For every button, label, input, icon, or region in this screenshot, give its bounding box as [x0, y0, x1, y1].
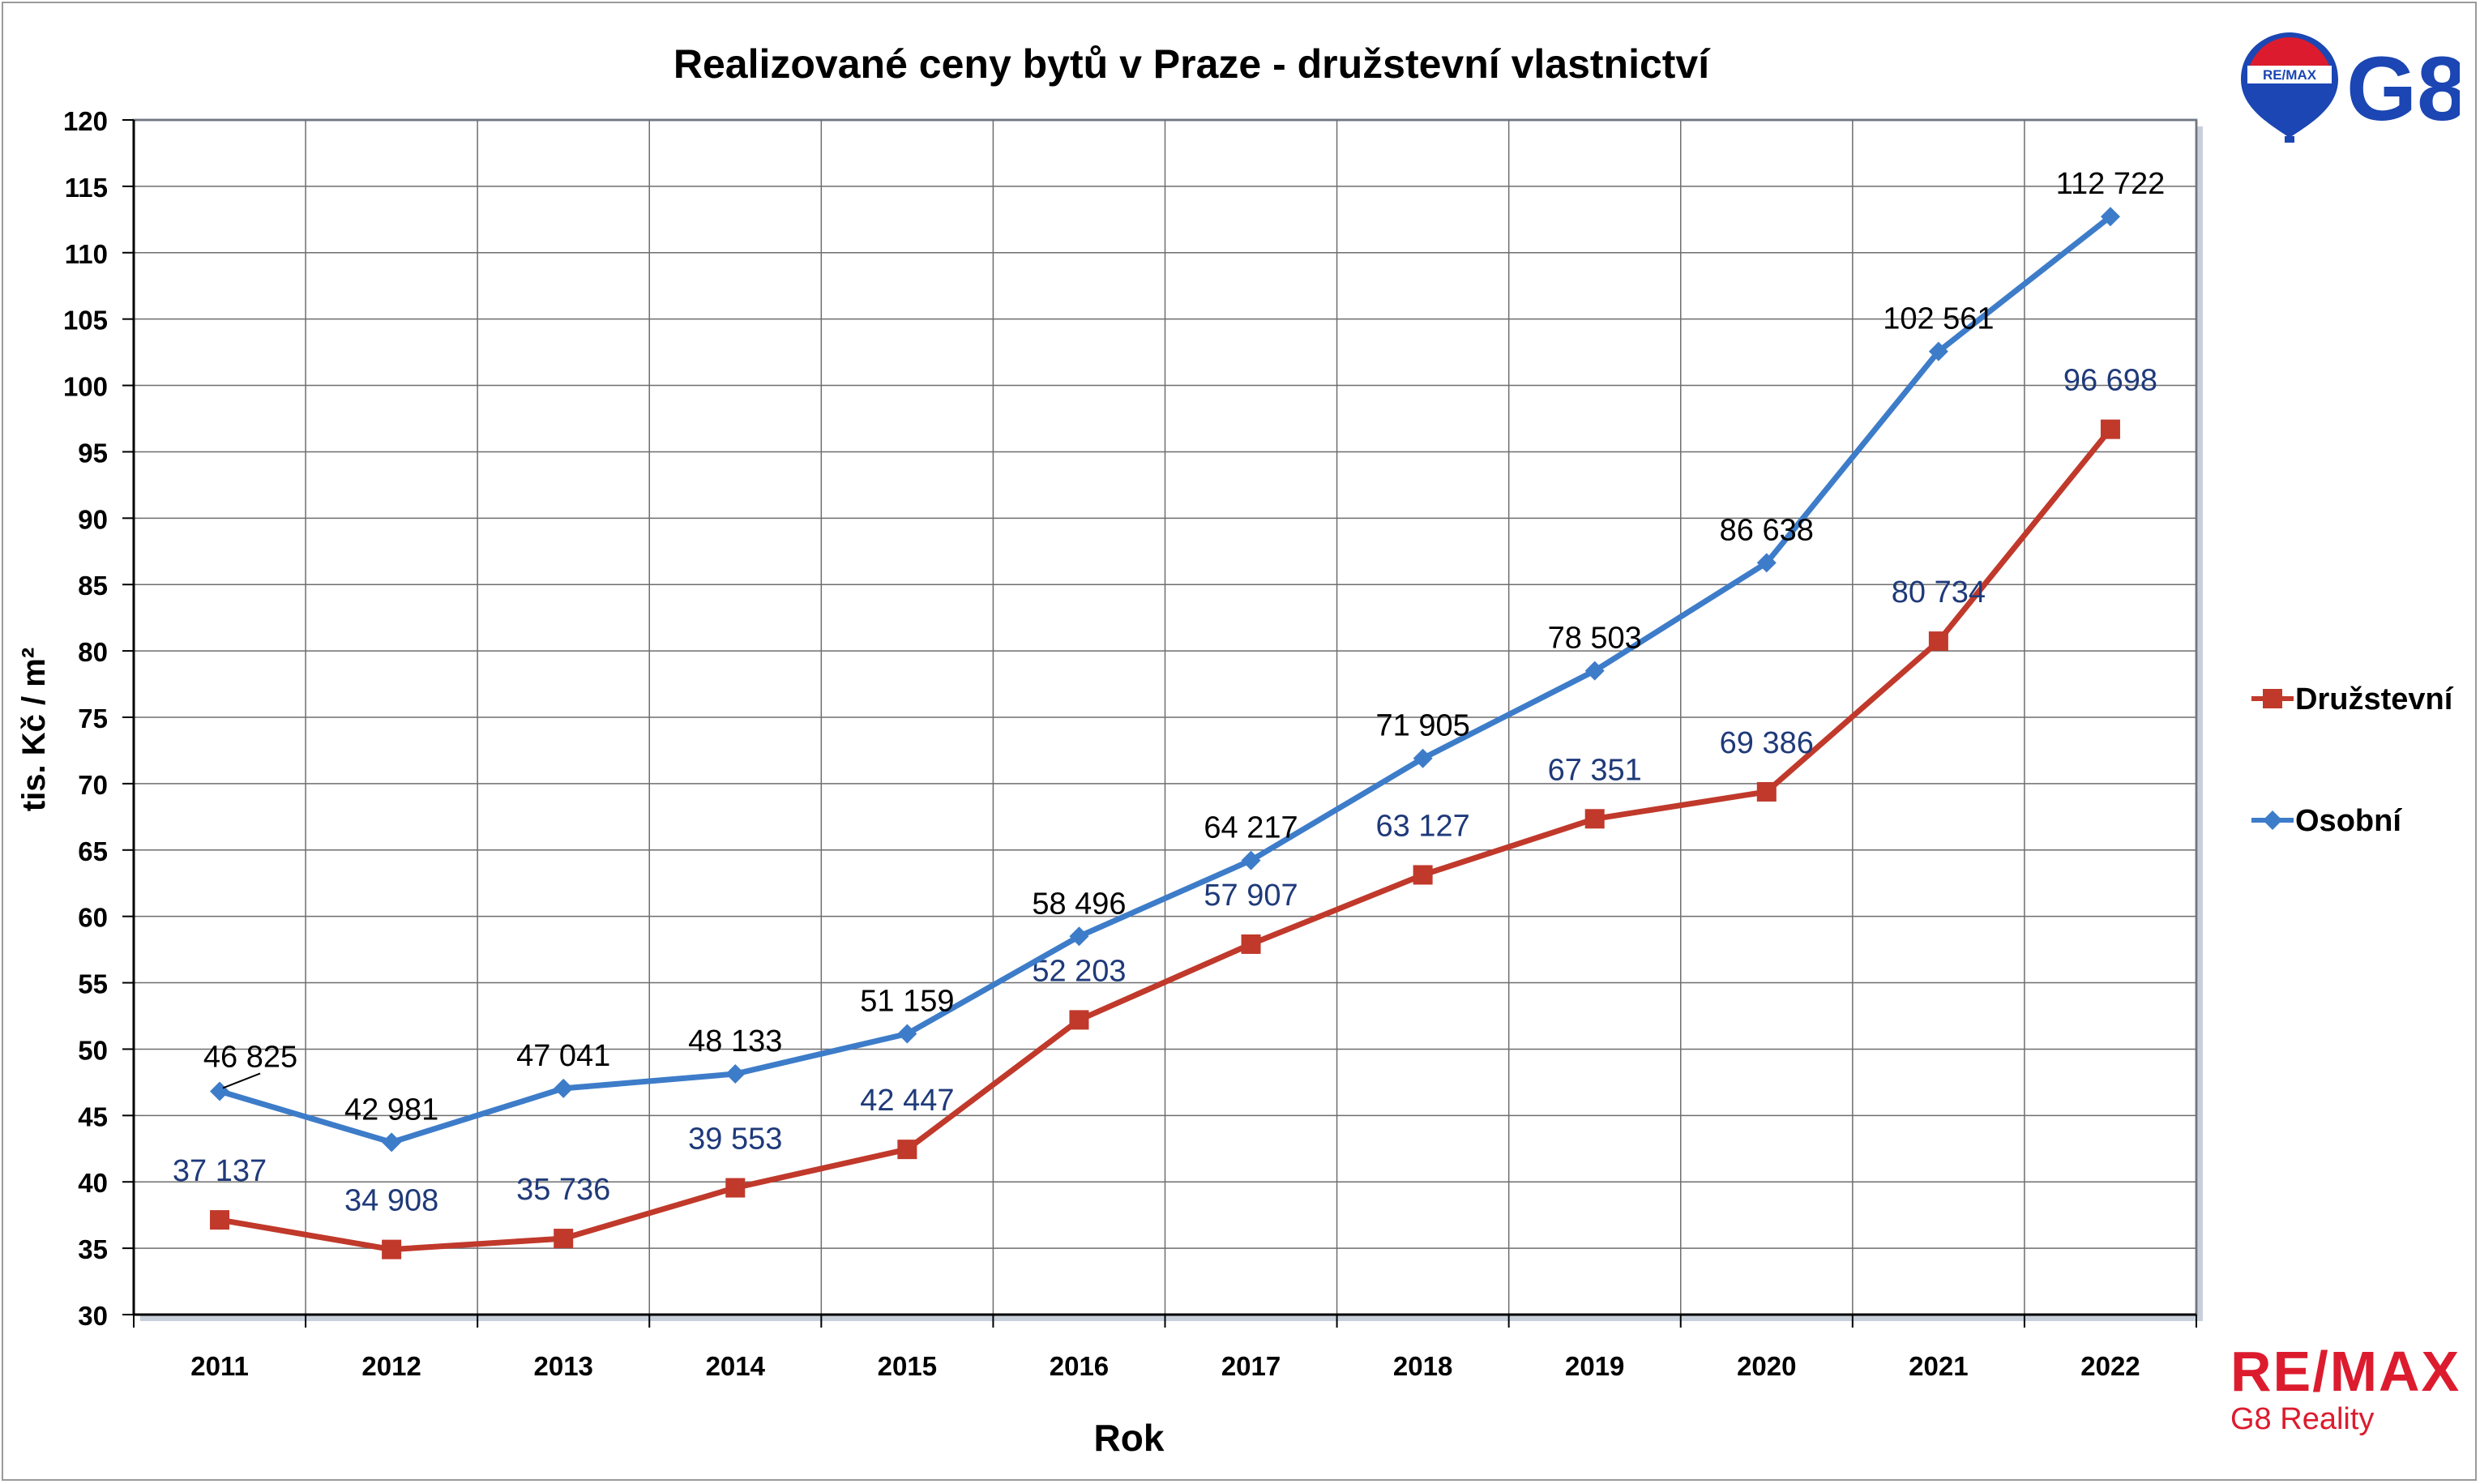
x-tick-label: 2022: [2080, 1351, 2140, 1381]
data-label: 48 133: [688, 1024, 782, 1058]
data-point: [382, 1132, 402, 1153]
y-tick-label: 95: [78, 438, 108, 468]
data-label: 71 905: [1376, 709, 1470, 743]
data-point: [1241, 934, 1261, 954]
x-tick-label: 2015: [878, 1351, 937, 1381]
x-tick-label: 2016: [1050, 1351, 1109, 1381]
y-tick-label: 105: [63, 306, 108, 336]
plot-area: 30 35 40 45 50 55 60 65 70 75 80 85 90 95 100 105 110 115…: [63, 106, 2203, 1381]
x-tick-label: 2012: [361, 1351, 421, 1381]
y-tick-label: 110: [65, 239, 108, 269]
y-tick-label: 90: [78, 504, 108, 534]
y-tick-label: 60: [78, 903, 108, 933]
legend: Družstevní Osobní: [2251, 682, 2454, 838]
y-tick-label: 40: [78, 1168, 108, 1198]
data-label: 86 638: [1720, 513, 1814, 547]
data-point: [1413, 865, 1433, 885]
y-tick-label: 50: [78, 1035, 108, 1065]
x-tick-label: 2017: [1221, 1351, 1281, 1381]
remax-sub-brand: G8 Reality: [2230, 1402, 2375, 1436]
data-label: 52 203: [1032, 954, 1126, 988]
legend-label: Osobní: [2295, 804, 2402, 838]
data-point: [210, 1081, 230, 1101]
y-tick-label: 35: [78, 1234, 108, 1264]
data-point: [1928, 341, 1948, 361]
data-label: 64 217: [1204, 811, 1298, 845]
data-label: 35 736: [516, 1173, 610, 1207]
y-tick-label: 80: [78, 637, 108, 667]
y-tick-label: 75: [78, 704, 108, 733]
legend-marker: [2263, 689, 2282, 708]
remax-g8-logo: RE/MAX G8: [2241, 32, 2460, 143]
x-tick-label: 2014: [706, 1351, 766, 1381]
legend-marker: [2263, 810, 2282, 830]
data-point: [1413, 748, 1433, 768]
data-point: [2100, 419, 2120, 439]
data-label: 39 553: [688, 1123, 782, 1157]
data-point: [2100, 207, 2120, 227]
data-label: 51 159: [860, 984, 954, 1018]
data-label: 34 908: [344, 1184, 438, 1218]
data-point: [1756, 553, 1777, 573]
data-label: 42 447: [860, 1084, 954, 1118]
balloon-text: RE/MAX: [2263, 67, 2317, 83]
data-label: 96 698: [2063, 364, 2157, 398]
y-tick-label: 115: [65, 173, 108, 203]
data-label: 80 734: [1892, 575, 1986, 609]
data-label: 69 386: [1720, 726, 1814, 760]
series-line-družstevní: [219, 427, 2113, 1253]
y-tick-label: 55: [78, 969, 108, 999]
x-tick-label: 2018: [1393, 1351, 1452, 1381]
y-tick-label: 65: [78, 836, 108, 866]
data-label: 42 981: [344, 1093, 438, 1127]
y-tick-label: 120: [63, 106, 108, 136]
data-point: [1241, 850, 1261, 870]
data-point: [210, 1210, 230, 1230]
x-tick-label: 2019: [1565, 1351, 1624, 1381]
data-point: [554, 1229, 574, 1249]
y-tick-label: 30: [78, 1301, 108, 1331]
x-tick-label: 2021: [1909, 1351, 1968, 1381]
series-line-osobní: [219, 214, 2113, 1145]
data-point: [1584, 809, 1605, 829]
balloon-icon: RE/MAX: [2241, 32, 2338, 143]
g8-text: G8: [2346, 38, 2460, 139]
data-point: [725, 1064, 746, 1084]
data-point: [897, 1140, 917, 1160]
data-label: 102 561: [1883, 302, 1994, 336]
x-tick-label: 2011: [190, 1351, 249, 1381]
data-label: 37 137: [173, 1154, 267, 1188]
data-point: [554, 1078, 574, 1098]
data-point: [725, 1178, 746, 1198]
data-label: 67 351: [1548, 753, 1642, 787]
y-tick-label: 100: [63, 372, 108, 402]
chart-title: Realizované ceny bytů v Praze - družstev…: [673, 41, 1711, 87]
y-tick-label: 70: [78, 770, 108, 800]
data-point: [897, 1024, 917, 1044]
data-point: [1069, 1010, 1089, 1030]
data-label: 58 496: [1032, 887, 1126, 921]
data-point: [1928, 631, 1948, 652]
data-point: [1069, 926, 1089, 947]
x-axis-label: Rok: [1094, 1417, 1165, 1459]
data-label: 63 127: [1376, 809, 1470, 843]
y-axis-label: tis. Kč / m²: [16, 648, 52, 811]
data-point: [1756, 781, 1777, 802]
data-label: 46 825: [203, 1040, 297, 1074]
remax-brand: RE/MAX: [2230, 1340, 2461, 1403]
x-tick-label: 2013: [533, 1351, 592, 1381]
data-label: 47 041: [516, 1039, 610, 1073]
legend-label: Družstevní: [2295, 682, 2454, 716]
data-label: 112 722: [2056, 167, 2166, 201]
y-tick-label: 85: [78, 571, 108, 601]
label-leader: [222, 1072, 261, 1089]
y-tick-label: 45: [78, 1101, 108, 1131]
data-label: 78 503: [1548, 622, 1642, 656]
data-point: [382, 1239, 402, 1259]
data-label: 57 907: [1204, 879, 1298, 913]
x-tick-label: 2020: [1737, 1351, 1796, 1381]
data-point: [1584, 661, 1605, 681]
